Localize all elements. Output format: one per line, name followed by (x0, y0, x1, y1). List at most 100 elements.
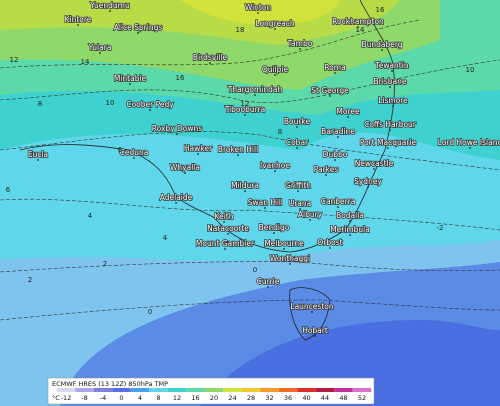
place-label: Yulara (88, 43, 112, 52)
place-dot (389, 86, 391, 88)
place-dot (389, 129, 391, 131)
contour-label: 8 (38, 100, 42, 108)
place-dot (373, 168, 375, 170)
place-label: Bourke (284, 117, 311, 126)
place-dot (296, 147, 298, 149)
place-dot (289, 263, 291, 265)
legend: ECMWF HRES (13 12Z) 850hPa TMP °C -12 -8 -… (47, 377, 375, 405)
legend-unit: °C (52, 394, 60, 402)
place-label: Brisbane (374, 77, 407, 86)
colorbar-tick: 32 (265, 394, 273, 402)
place-label: Tambo (287, 39, 313, 48)
place-dot (299, 48, 301, 50)
colorbar-tick: 36 (284, 394, 292, 402)
place-dot (274, 170, 276, 172)
colorbar-tick: -4 (100, 394, 106, 402)
contour-label: 12 (10, 56, 19, 64)
place-label: Swan Hill (248, 198, 283, 207)
place-label: Bundaberg (361, 40, 402, 49)
colorbar-cell (130, 388, 150, 392)
place-label: Tibooburra (224, 105, 266, 114)
colorbar-cell (297, 388, 316, 392)
contour-label: 4 (163, 234, 168, 242)
place-dot (337, 136, 339, 138)
place-dot (299, 208, 301, 210)
place-dot (244, 114, 246, 116)
colorbar-cell (149, 388, 168, 392)
place-label: Orbost (317, 238, 342, 247)
place-label: Launceston (290, 302, 333, 311)
place-label: Yuendumu (89, 1, 130, 10)
place-label: Alice Springs (114, 23, 163, 32)
place-label: Thargomindah (227, 85, 283, 94)
colorbar-cell (315, 388, 335, 392)
place-dot (209, 62, 211, 64)
place-dot (254, 94, 256, 96)
place-label: Hobart (302, 326, 328, 335)
place-label: Moree (336, 107, 360, 116)
place-dot (224, 248, 226, 250)
place-dot (329, 247, 331, 249)
place-label: Broken Hill (218, 145, 258, 154)
place-dot (325, 174, 327, 176)
place-label: Roxby Downs (152, 124, 203, 133)
place-label: Lismore (378, 96, 408, 105)
contour-label: 2 (103, 260, 107, 268)
colorbar-cell (186, 388, 205, 392)
place-label: Lord Howe Island (438, 138, 500, 147)
place-label: Baradine (321, 127, 355, 136)
place-dot (176, 133, 178, 135)
colorbar-cell (352, 388, 372, 392)
place-dot (349, 234, 351, 236)
place-label: Merimbula (330, 225, 370, 234)
place-label: Kintore (65, 15, 92, 24)
place-label: Keith (215, 212, 234, 221)
place-dot (237, 154, 239, 156)
place-label: Hawker (184, 144, 213, 153)
contour-label: 4 (88, 212, 93, 220)
place-label: Winton (245, 3, 272, 12)
place-dot (264, 207, 266, 209)
contour-label: 0 (148, 308, 152, 316)
place-dot (297, 190, 299, 192)
place-dot (109, 10, 111, 12)
place-dot (244, 190, 246, 192)
place-dot (175, 202, 177, 204)
contour-label: 14 (356, 26, 365, 34)
place-label: Naracoorte (207, 224, 249, 233)
colorbar-tick: 4 (138, 394, 142, 402)
place-dot (77, 24, 79, 26)
place-dot (349, 220, 351, 222)
place-label: Rockhampton (332, 17, 384, 26)
colorbar-cell (334, 388, 353, 392)
colorbar-cell (56, 388, 76, 392)
place-dot (381, 49, 383, 51)
place-dot (334, 159, 336, 161)
place-label: Albury (298, 210, 323, 219)
contour-label: 2 (28, 276, 32, 284)
colorbar-tick: 0 (119, 394, 123, 402)
coastline (19, 0, 395, 253)
place-dot (334, 72, 336, 74)
place-dot (184, 172, 186, 174)
contour-label: 16 (176, 74, 185, 82)
place-label: Dubbo (323, 150, 348, 159)
place-dot (392, 105, 394, 107)
colorbar-tick: 44 (321, 394, 329, 402)
place-label: Griffith (285, 181, 311, 190)
colorbar-cell (93, 388, 113, 392)
place-dot (347, 116, 349, 118)
place-label: Parkes (314, 165, 339, 174)
place-label: Adelaide (160, 193, 193, 202)
contour-label: 16 (376, 6, 385, 14)
place-label: Port Macquarie (360, 138, 417, 147)
contour-label: 6 (118, 146, 123, 154)
contour-label: 10 (106, 99, 115, 107)
contour-label: 12 (241, 100, 250, 108)
colorbar-tick: 52 (358, 394, 366, 402)
place-dot (99, 52, 101, 54)
place-dot (129, 83, 131, 85)
place-dot (296, 126, 298, 128)
place-dot (309, 219, 311, 221)
place-dot (311, 311, 313, 313)
